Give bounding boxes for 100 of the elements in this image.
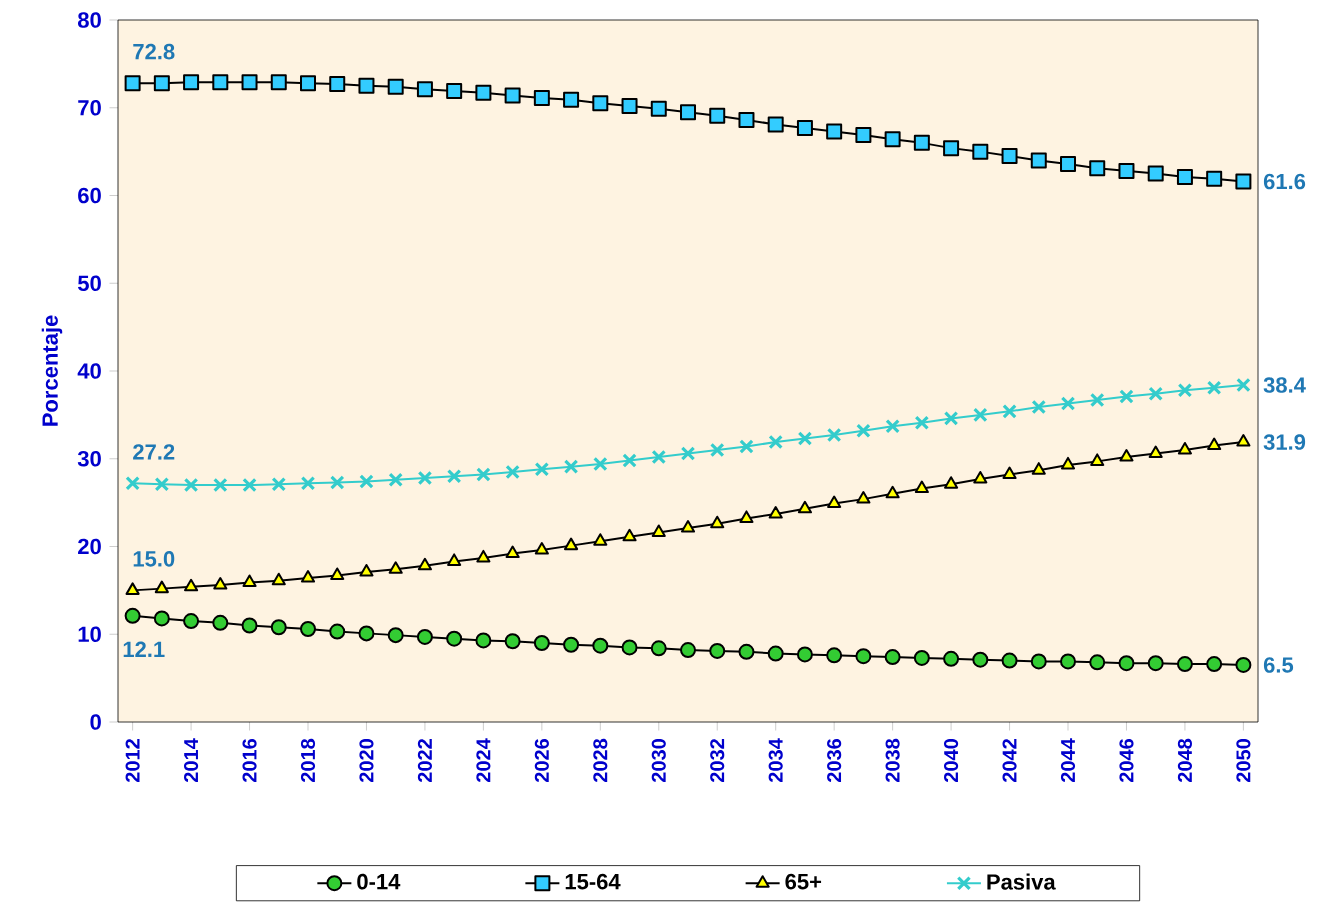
point <box>738 643 755 660</box>
point <box>300 476 316 491</box>
point <box>212 74 229 91</box>
point <box>505 545 520 559</box>
point <box>1060 155 1077 172</box>
point <box>504 633 521 650</box>
data-label: 31.9 <box>1263 434 1306 450</box>
point <box>271 572 286 586</box>
point <box>153 610 170 627</box>
x-tick-label: 2044 <box>1060 738 1076 783</box>
x-tick-label: 2022 <box>417 739 432 783</box>
point <box>796 119 813 136</box>
point <box>1148 386 1163 402</box>
point <box>1176 656 1193 673</box>
point <box>709 107 726 124</box>
y-tick-label: 70 <box>78 99 101 116</box>
point <box>475 632 492 649</box>
point <box>856 423 871 438</box>
point <box>417 470 433 486</box>
point <box>388 472 403 488</box>
point <box>563 636 580 653</box>
point <box>1119 389 1134 404</box>
point <box>739 439 754 454</box>
point <box>1030 653 1047 670</box>
point <box>387 627 404 644</box>
point <box>475 84 492 101</box>
point <box>1147 165 1164 182</box>
point <box>1031 399 1047 415</box>
y-tick-label: 20 <box>78 538 101 555</box>
point <box>767 116 784 133</box>
point <box>358 77 375 94</box>
point <box>212 614 229 631</box>
point <box>329 76 346 93</box>
point <box>213 477 228 493</box>
x-tick-label: 2030 <box>651 739 666 783</box>
point <box>1089 654 1106 671</box>
point <box>885 485 900 499</box>
x-tick-label: 2014 <box>183 738 199 783</box>
point <box>1089 392 1105 408</box>
x-tick-label: 2038 <box>885 738 900 783</box>
point <box>913 649 930 666</box>
point <box>650 100 667 117</box>
point <box>125 582 140 595</box>
x-tick-label: 2018 <box>300 738 316 783</box>
point <box>826 647 843 664</box>
point <box>1235 173 1252 190</box>
x-tick-label: 2040 <box>944 739 959 783</box>
point <box>563 459 579 474</box>
point <box>1060 396 1076 411</box>
point <box>183 74 200 91</box>
x-tick-label: 2042 <box>1002 739 1017 783</box>
point <box>242 574 257 587</box>
point <box>241 74 258 91</box>
x-tick-label: 2012 <box>125 739 140 783</box>
point <box>534 542 549 555</box>
legend-label: 0-14 <box>357 873 401 890</box>
x-tick-label: 2034 <box>768 738 783 783</box>
point <box>768 506 783 519</box>
point <box>914 480 929 494</box>
y-axis-title: Porcentaje <box>41 315 63 426</box>
point <box>504 87 521 104</box>
point <box>796 646 813 663</box>
point <box>709 642 726 659</box>
x-tick-label: 2050 <box>1236 739 1251 783</box>
point <box>447 553 462 566</box>
point <box>213 577 228 590</box>
point <box>416 81 433 98</box>
point <box>125 476 140 491</box>
x-tick-label: 2032 <box>710 739 725 783</box>
point <box>885 419 900 434</box>
point <box>680 520 696 533</box>
point <box>1030 152 1047 169</box>
point <box>1235 656 1252 673</box>
point <box>1090 453 1105 466</box>
point <box>622 453 637 468</box>
point <box>387 78 404 95</box>
point <box>417 557 432 571</box>
point <box>680 642 697 659</box>
point <box>1060 456 1076 470</box>
point <box>241 617 258 634</box>
data-label: 27.2 <box>133 444 175 460</box>
point <box>1031 462 1046 475</box>
point <box>1089 160 1106 177</box>
point <box>1206 170 1223 187</box>
y-tick-label: 10 <box>78 626 101 643</box>
point <box>270 619 287 636</box>
point <box>1207 437 1222 451</box>
point <box>1206 380 1222 395</box>
point <box>359 563 374 577</box>
point <box>154 580 169 594</box>
point <box>183 477 199 493</box>
point <box>505 464 520 480</box>
point <box>797 431 813 446</box>
point <box>300 620 316 637</box>
point <box>650 640 667 657</box>
data-label: 72.8 <box>133 43 175 60</box>
point <box>1177 383 1193 398</box>
point <box>944 476 959 489</box>
point <box>972 143 989 160</box>
point <box>563 91 580 108</box>
